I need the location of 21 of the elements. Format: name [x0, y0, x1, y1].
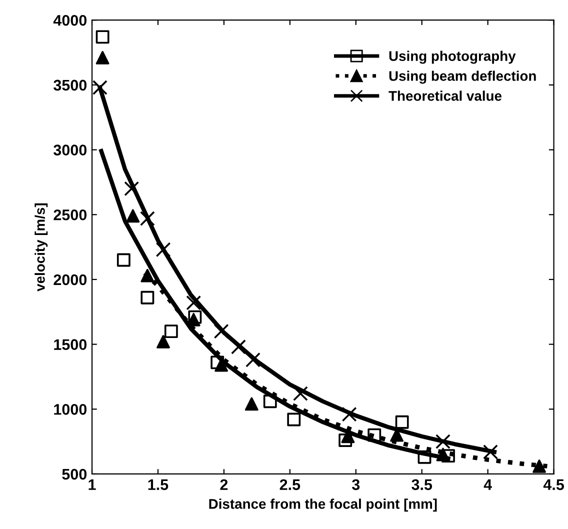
x-tick-label: 2.5	[280, 479, 300, 490]
y-tick-label: 4000	[53, 14, 87, 26]
x-tick-label: 4.5	[543, 479, 564, 490]
x-tick-label: 1	[88, 479, 96, 490]
y-tick-label: 500	[62, 468, 87, 480]
y-tick-label: 3000	[54, 144, 87, 156]
x-tick-label: 3.5	[412, 479, 432, 490]
y-tick-label: 2500	[54, 209, 87, 220]
y-axis-title: velocity [m/s]	[34, 203, 48, 292]
y-tick-label: 1000	[54, 404, 87, 415]
x-tick-label: 4	[484, 479, 492, 490]
legend-label: Theoretical value	[388, 90, 502, 101]
y-tick-label: 2000	[54, 274, 87, 286]
x-tick-label: 3	[352, 479, 360, 490]
y-tick-label: 3500	[54, 80, 87, 91]
x-axis-title: Distance from the focal point [mm]	[209, 498, 437, 512]
x-tick-label: 2	[220, 479, 228, 490]
y-tick-label: 1500	[54, 339, 87, 350]
legend-label: Using photography	[389, 50, 516, 64]
x-tick-label: 1.5	[148, 479, 168, 490]
legend-label: Using beam deflection	[389, 70, 536, 84]
